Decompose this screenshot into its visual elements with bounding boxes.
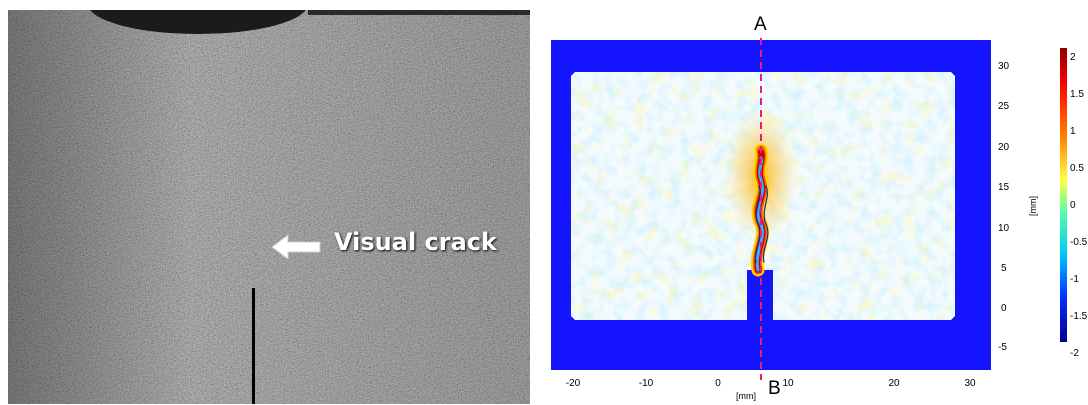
- speckle-pattern-image: [8, 10, 530, 404]
- colorbar-tick: -1.5: [1070, 311, 1088, 322]
- x-tick: -10: [638, 378, 654, 389]
- x-tick: 10: [782, 378, 794, 389]
- x-tick: 0: [715, 378, 721, 389]
- colorbar-tick: 2: [1070, 52, 1076, 63]
- y-tick: 10: [998, 223, 1010, 234]
- colorbar-tick: 1: [1070, 126, 1076, 137]
- line-top-label: A: [754, 14, 767, 35]
- x-tick: -20: [565, 378, 581, 389]
- specimen-photo: Visual crack: [8, 10, 530, 404]
- strain-field-plot: [551, 38, 1067, 380]
- colorbar-tick: 1.5: [1070, 89, 1084, 100]
- colorbar-tick: 0.5: [1070, 163, 1084, 174]
- y-tick: 25: [998, 101, 1010, 112]
- left-arrow-icon: [271, 234, 321, 260]
- line-bottom-label: B: [768, 378, 781, 399]
- y-tick: 30: [998, 61, 1010, 72]
- y-tick: 15: [998, 182, 1010, 193]
- loading-fixture: [90, 10, 306, 34]
- dic-strain-map: A B 30 25 20 15 10 5 0 -5 [mm] -20 -10 0…: [548, 0, 1088, 405]
- colorbar-tick: -0.5: [1070, 237, 1088, 248]
- x-axis-unit: [mm]: [736, 391, 756, 401]
- notch-line: [252, 288, 255, 404]
- y-tick: -5: [998, 342, 1007, 353]
- y-axis-unit: [mm]: [1028, 196, 1038, 216]
- colorbar-tick: -1: [1070, 274, 1079, 285]
- y-tick: 20: [998, 142, 1010, 153]
- colorbar: [1060, 48, 1067, 342]
- x-tick: 30: [964, 378, 976, 389]
- y-tick: 5: [1001, 263, 1007, 274]
- y-tick: 0: [1001, 303, 1007, 314]
- colorbar-tick: 0: [1070, 200, 1076, 211]
- crack-label: Visual crack: [334, 228, 497, 256]
- colorbar-tick: -2: [1070, 348, 1079, 359]
- x-tick: 20: [888, 378, 900, 389]
